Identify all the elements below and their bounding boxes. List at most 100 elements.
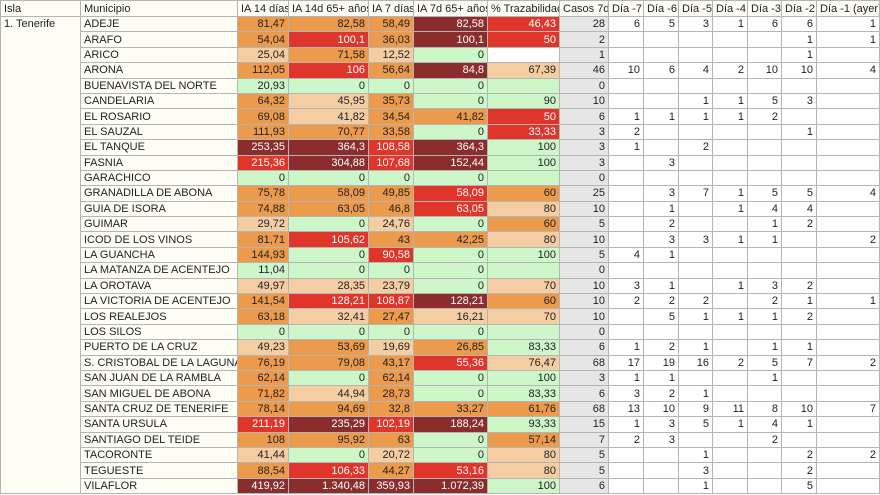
- ia-7d-65-cell: 188,24: [413, 416, 488, 433]
- municipio-cell: SAN JUAN DE LA RAMBLA: [80, 369, 238, 387]
- day-cell: [678, 169, 713, 187]
- day-cell: 2: [608, 431, 644, 448]
- day-cell: 1: [678, 308, 713, 325]
- ia-7d-65-cell: 0: [413, 77, 488, 94]
- column-header[interactable]: Día -1 (ayer): [816, 0, 880, 17]
- column-header[interactable]: IA 7d 65+ años: [413, 0, 488, 17]
- trazabilidad-cell: 80: [487, 462, 560, 479]
- ia-7-dias-cell: 44,27: [368, 462, 414, 479]
- ia-7-dias-cell: 33,58: [368, 123, 414, 141]
- day-cell: [781, 369, 817, 387]
- column-header[interactable]: Isla: [0, 0, 81, 17]
- table-row: BUENAVISTA DEL NORTE 20,93 0 0 0 0: [1, 77, 880, 94]
- ia-7d-65-cell: 53,16: [413, 462, 488, 479]
- municipio-cell: LOS REALEJOS: [80, 308, 238, 325]
- column-header[interactable]: Día -2: [781, 0, 817, 17]
- column-header[interactable]: Municipio: [80, 0, 238, 17]
- day-cell: 1: [781, 416, 817, 433]
- day-cell: [816, 339, 880, 356]
- day-cell: [712, 293, 748, 310]
- ia-7d-65-cell: 58,09: [413, 185, 488, 202]
- table-row: TEGUESTE 88,54 106,33 44,27 53,16 80 5 3 2: [1, 462, 880, 479]
- ia-7-dias-cell: 34,54: [368, 108, 414, 125]
- day-cell: [712, 262, 748, 279]
- day-cell: [816, 262, 880, 279]
- ia-14-dias-cell: 78,14: [237, 400, 289, 418]
- day-cell: 1: [747, 339, 782, 356]
- table-row: EL SAUZAL 111,93 70,77 33,58 0 33,33 3 2 1: [1, 123, 880, 141]
- day-cell: [816, 77, 880, 94]
- day-cell: [608, 31, 644, 48]
- day-cell: 5: [747, 354, 782, 371]
- day-cell: 3: [643, 431, 679, 448]
- column-header[interactable]: Casos 7d: [559, 0, 609, 17]
- column-header[interactable]: IA 14d 65+ años: [288, 0, 369, 17]
- ia-7d-65-cell: 0: [413, 446, 488, 464]
- municipio-cell: LA OROTAVA: [80, 277, 238, 295]
- column-header[interactable]: Día -7: [608, 0, 644, 17]
- day-cell: 5: [643, 308, 679, 325]
- ia-14-dias-cell: 81,71: [237, 231, 289, 248]
- day-cell: 4: [816, 62, 880, 79]
- day-cell: 1: [712, 308, 748, 325]
- column-header[interactable]: Día -6: [643, 0, 679, 17]
- ia-14d-65-cell: 0: [288, 246, 369, 264]
- trazabilidad-cell: 60: [487, 185, 560, 202]
- ia-7d-65-cell: 55,36: [413, 354, 488, 371]
- day-cell: [608, 262, 644, 279]
- casos-7d-cell: 1: [559, 46, 609, 64]
- column-header[interactable]: IA 14 días: [237, 0, 289, 17]
- day-cell: 2: [643, 216, 679, 233]
- municipio-cell: SANTA CRUZ DE TENERIFE: [80, 400, 238, 418]
- ia-7-dias-cell: 359,93: [368, 477, 414, 495]
- day-cell: [781, 108, 817, 125]
- ia-14-dias-cell: 49,23: [237, 339, 289, 356]
- municipio-cell: LA MATANZA DE ACENTEJO: [80, 262, 238, 279]
- municipio-cell: SAN MIGUEL DE ABONA: [80, 385, 238, 402]
- column-header[interactable]: Día -4: [712, 0, 748, 17]
- day-cell: 2: [608, 123, 644, 141]
- day-cell: 1: [678, 339, 713, 356]
- day-cell: 11: [712, 400, 748, 418]
- casos-7d-cell: 3: [559, 154, 609, 171]
- casos-7d-cell: 6: [559, 385, 609, 402]
- day-cell: [747, 323, 782, 341]
- ia-14d-65-cell: 71,58: [288, 46, 369, 64]
- day-cell: [678, 277, 713, 295]
- column-header[interactable]: % Trazabilidad: [487, 0, 560, 17]
- day-cell: [816, 108, 880, 125]
- trazabilidad-cell: 80: [487, 200, 560, 218]
- day-cell: [712, 46, 748, 64]
- column-header[interactable]: Día -5: [678, 0, 713, 17]
- day-cell: 1: [643, 246, 679, 264]
- day-cell: [678, 369, 713, 387]
- municipio-cell: LA VICTORIA DE ACENTEJO: [80, 293, 238, 310]
- table-row: ARONA 112,05 106 56,64 84,8 67,39 46 10 6 4 2 10 10 4: [1, 62, 880, 79]
- casos-7d-cell: 2: [559, 31, 609, 48]
- municipio-cell: TEGUESTE: [80, 462, 238, 479]
- day-cell: [643, 323, 679, 341]
- day-cell: [781, 385, 817, 402]
- day-cell: 3: [747, 277, 782, 295]
- column-header[interactable]: IA 7 días: [368, 0, 414, 17]
- table-row: LA VICTORIA DE ACENTEJO 141,54 128,21 108,8…: [1, 293, 880, 310]
- day-cell: [712, 246, 748, 264]
- table-row: SANTIAGO DEL TEIDE 108 95,92 63 0 57,14 7 2 3 2: [1, 431, 880, 448]
- ia-14-dias-cell: 112,05: [237, 62, 289, 79]
- ia-7-dias-cell: 32,8: [368, 400, 414, 418]
- day-cell: [678, 123, 713, 141]
- table-row: VILAFLOR 419,92 1.340,48 359,93 1.072,39 100 6…: [1, 477, 880, 495]
- ia-14d-65-cell: 0: [288, 446, 369, 464]
- ia-7d-65-cell: 0: [413, 262, 488, 279]
- day-cell: [816, 216, 880, 233]
- day-cell: 1: [712, 200, 748, 218]
- ia-14-dias-cell: 25,04: [237, 46, 289, 64]
- day-cell: [643, 462, 679, 479]
- municipio-cell: GARACHICO: [80, 169, 238, 187]
- municipio-cell: FASNIA: [80, 154, 238, 171]
- day-cell: 3: [643, 231, 679, 248]
- column-header[interactable]: Día -3: [747, 0, 782, 17]
- trazabilidad-cell: 76,47: [487, 354, 560, 371]
- trazabilidad-cell: 90: [487, 92, 560, 110]
- ia-14-dias-cell: 215,36: [237, 154, 289, 171]
